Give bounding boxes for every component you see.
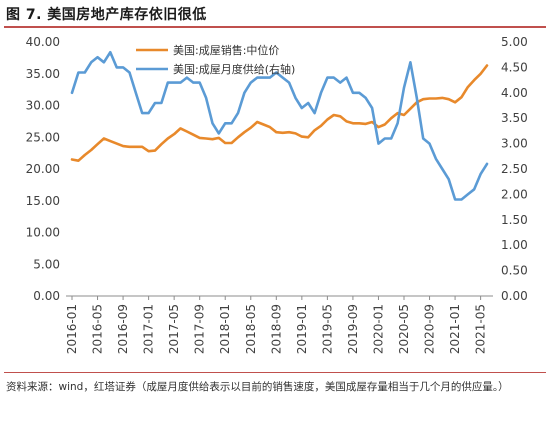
x-tick-label: 2019-01 xyxy=(295,304,309,354)
y-left-tick-label: 0.00 xyxy=(33,289,60,303)
x-tick-label: 2018-09 xyxy=(269,304,283,354)
y-left-tick-label: 10.00 xyxy=(26,226,60,240)
source-rule xyxy=(4,372,546,373)
x-tick-label: 2020-01 xyxy=(371,304,385,354)
y-right-tick-label: 3.00 xyxy=(501,137,528,151)
legend-label: 美国:成屋月度供给(右轴) xyxy=(173,62,295,76)
chart-axes: 0.00 5.00 10.00 15.00 20.00 25.00 30.00 35.00 40… xyxy=(26,35,528,354)
x-tick-label: 2019-09 xyxy=(346,304,360,354)
y-right-tick-label: 4.00 xyxy=(501,86,528,100)
y-left-tick-label: 20.00 xyxy=(26,162,60,176)
chart-series xyxy=(70,50,489,201)
y-right-tick-label: 5.00 xyxy=(501,35,528,49)
y-left-tick-label: 30.00 xyxy=(26,99,60,113)
y-right-tick-label: 1.00 xyxy=(501,238,528,252)
x-tick-label: 2016-01 xyxy=(65,304,79,354)
y-left-tick-label: 5.00 xyxy=(33,257,60,271)
y-right-tick-label: 4.50 xyxy=(501,60,528,74)
x-tick-label: 2017-05 xyxy=(167,304,181,354)
y-right-tick-label: 0.00 xyxy=(501,289,528,303)
x-tick-label: 2020-09 xyxy=(423,304,437,354)
x-tick-label: 2016-09 xyxy=(116,304,130,354)
y-left-tick-label: 40.00 xyxy=(26,35,60,49)
line-chart: 0.00 5.00 10.00 15.00 20.00 25.00 30.00 35.00 40… xyxy=(26,35,528,354)
y-right-tick-label: 3.50 xyxy=(501,111,528,125)
x-tick-label: 2020-05 xyxy=(397,304,411,354)
legend-label: 美国:成屋销售:中位价 xyxy=(173,43,279,57)
y-right-tick-label: 1.50 xyxy=(501,213,528,227)
y-left-tick-label: 25.00 xyxy=(26,130,60,144)
median-price-line xyxy=(70,64,489,162)
y-right-tick-label: 2.50 xyxy=(501,162,528,176)
months-supply-line xyxy=(70,50,489,201)
x-tick-label: 2016-05 xyxy=(91,304,105,354)
x-tick-label: 2018-05 xyxy=(244,304,258,354)
source-note: 资料来源：wind，红塔证券（成屋月度供给表示以目前的销售速度，美国成屋存量相当… xyxy=(6,381,509,393)
title-rule xyxy=(4,26,546,28)
y-left-tick-label: 35.00 xyxy=(26,67,60,81)
x-tick-label: 2021-05 xyxy=(474,304,488,354)
x-tick-label: 2021-01 xyxy=(448,304,462,354)
x-tick-label: 2017-09 xyxy=(193,304,207,354)
x-tick-label: 2019-05 xyxy=(320,304,334,354)
x-tick-label: 2018-01 xyxy=(218,304,232,354)
y-right-tick-label: 0.50 xyxy=(501,264,528,278)
y-left-tick-label: 15.00 xyxy=(26,194,60,208)
x-tick-label: 2017-01 xyxy=(142,304,156,354)
y-right-tick-label: 2.00 xyxy=(501,187,528,201)
figure-title: 图 7. 美国房地产库存依旧很低 xyxy=(6,7,207,23)
